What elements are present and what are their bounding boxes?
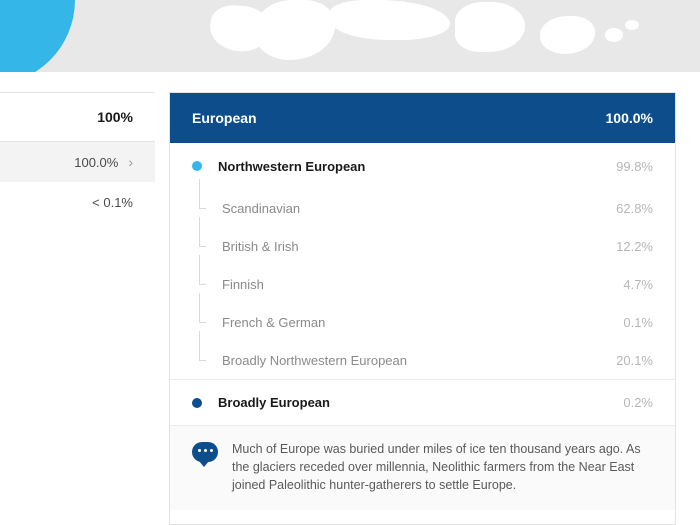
sub-pct: 4.7%: [623, 277, 653, 292]
color-dot-icon: [192, 398, 202, 408]
group-pct: 0.2%: [623, 395, 653, 410]
tree-branch-icon: [196, 341, 206, 379]
ancestry-header-pct: 100.0%: [606, 110, 653, 126]
group-label: Broadly European: [218, 395, 623, 410]
ancestry-sub-row[interactable]: Scandinavian62.8%: [170, 189, 675, 227]
summary-row[interactable]: < 0.1%: [0, 182, 155, 222]
landmass-shape: [455, 2, 525, 52]
tree-branch-icon: [196, 303, 206, 341]
summary-total: 100%: [0, 92, 155, 142]
group-pct: 99.8%: [616, 159, 653, 174]
sub-label: French & German: [222, 315, 623, 330]
landmass-shape: [625, 20, 639, 30]
ancestry-group-row[interactable]: Broadly European 0.2%: [170, 379, 675, 425]
map-banner: [0, 0, 700, 72]
sub-label: British & Irish: [222, 239, 616, 254]
speech-bubble-icon: [192, 442, 218, 462]
tree-branch-icon: [196, 227, 206, 265]
ancestry-panel: European 100.0% Northwestern European 99…: [169, 92, 676, 525]
sub-label: Finnish: [222, 277, 623, 292]
summary-row-value: < 0.1%: [92, 195, 133, 210]
ancestry-sub-row[interactable]: Broadly Northwestern European20.1%: [170, 341, 675, 379]
ancestry-group-row[interactable]: Northwestern European 99.8%: [170, 143, 675, 189]
globe-graphic: [0, 0, 75, 72]
tree-branch-icon: [196, 189, 206, 227]
info-text: Much of Europe was buried under miles of…: [232, 440, 653, 494]
sub-label: Scandinavian: [222, 201, 616, 216]
sub-pct: 20.1%: [616, 353, 653, 368]
chevron-right-icon: ›: [128, 154, 133, 170]
summary-row[interactable]: 100.0% ›: [0, 142, 155, 182]
info-callout: Much of Europe was buried under miles of…: [170, 425, 675, 510]
landmass-shape: [540, 16, 595, 54]
ancestry-sub-row[interactable]: French & German0.1%: [170, 303, 675, 341]
sub-label: Broadly Northwestern European: [222, 353, 616, 368]
sub-pct: 62.8%: [616, 201, 653, 216]
tree-branch-icon: [196, 265, 206, 303]
ancestry-header-label: European: [192, 110, 257, 126]
landmass-shape: [330, 0, 450, 40]
ancestry-sub-row[interactable]: British & Irish12.2%: [170, 227, 675, 265]
summary-row-value: 100.0%: [74, 155, 118, 170]
summary-sidebar: 100% 100.0% › < 0.1%: [0, 92, 155, 525]
color-dot-icon: [192, 161, 202, 171]
ancestry-sub-row[interactable]: Finnish4.7%: [170, 265, 675, 303]
landmass-shape: [605, 28, 623, 42]
landmass-shape: [255, 0, 335, 60]
sub-pct: 12.2%: [616, 239, 653, 254]
ancestry-header: European 100.0%: [170, 93, 675, 143]
group-label: Northwestern European: [218, 159, 616, 174]
sub-pct: 0.1%: [623, 315, 653, 330]
